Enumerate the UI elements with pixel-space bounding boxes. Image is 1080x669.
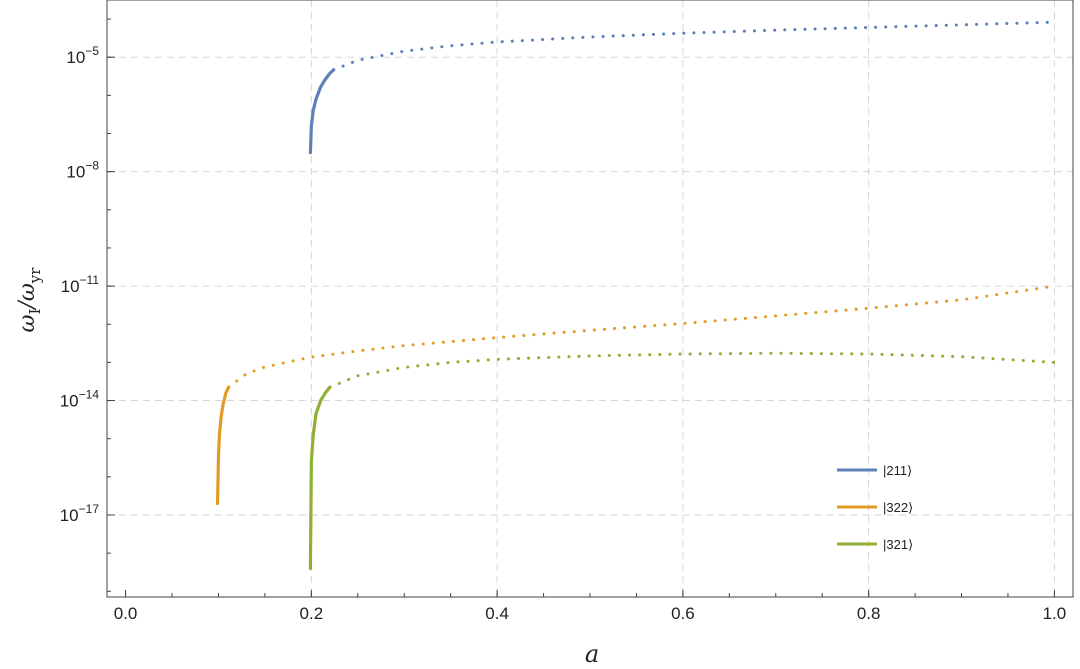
legend-label-1: |322⟩ [883,500,913,515]
series-2-solid-line [308,385,332,570]
x-tick-label: 1.0 [1043,604,1067,623]
legend-label-2: |321⟩ [883,537,913,552]
y-axis-label: ωI/ωyr [15,267,44,333]
series-1-solid-line [215,385,231,506]
series-2-dotted-line [328,351,1056,389]
x-tick-label: 0.6 [671,604,695,623]
grid [107,0,1073,597]
x-tick-label: 0.8 [857,604,881,623]
series-1-dotted-line [227,284,1056,389]
x-tick-label: 0.0 [114,604,138,623]
series-0-solid-line [308,68,336,155]
series-group [215,20,1056,570]
axis-ticks: 0.0 0.2 0.4 0.6 0.8 1.0 10−5 10−8 10−11 10−14 10−1… [60,18,1067,623]
y-tick-label: 10−17 [60,502,100,525]
x-axis-label: a [585,640,599,668]
y-tick-label: 10−14 [60,388,100,411]
x-tick-label: 0.2 [300,604,324,623]
legend-label-0: |211⟩ [883,463,912,478]
y-tick-label: 10−5 [66,44,99,67]
y-tick-label: 10−11 [61,273,100,296]
axis-labels: a ωI/ωyr [15,267,599,668]
legend: |211⟩ |322⟩ |321⟩ [837,463,913,552]
x-tick-label: 0.4 [485,604,509,623]
y-tick-label: 10−8 [66,159,99,182]
